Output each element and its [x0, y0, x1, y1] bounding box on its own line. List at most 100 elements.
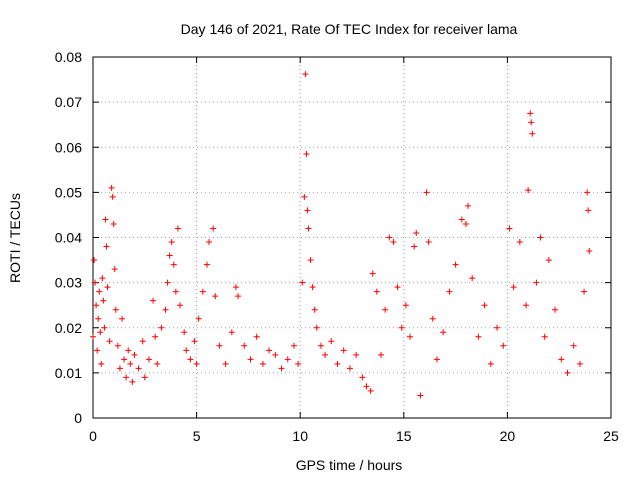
data-point [228, 329, 235, 336]
data-point [367, 387, 374, 394]
data-point [446, 288, 453, 295]
data-points [90, 71, 593, 399]
data-point [402, 302, 409, 309]
data-point [193, 360, 200, 367]
data-point [334, 360, 341, 367]
data-point [523, 302, 530, 309]
data-point [378, 351, 385, 358]
data-point [191, 338, 198, 345]
data-point [158, 324, 165, 331]
x-tick-label: 0 [89, 428, 97, 444]
data-point [100, 297, 107, 304]
data-point [541, 333, 548, 340]
data-point [295, 360, 302, 367]
data-point [154, 360, 161, 367]
data-point [94, 347, 101, 354]
data-point [390, 239, 397, 246]
data-point [307, 257, 314, 264]
data-point [253, 333, 260, 340]
data-point [104, 284, 111, 291]
data-point [510, 284, 517, 291]
data-point [125, 347, 132, 354]
data-point [101, 324, 108, 331]
x-tick-label: 10 [292, 428, 308, 444]
data-point [206, 239, 213, 246]
data-point [585, 207, 592, 214]
data-point [170, 261, 177, 268]
data-point [187, 356, 194, 363]
data-point [537, 234, 544, 241]
data-point [90, 333, 96, 340]
data-point [99, 275, 106, 282]
data-point [112, 306, 119, 313]
data-point [96, 288, 103, 295]
x-axis-label: GPS time / hours [296, 457, 403, 473]
data-point [425, 239, 432, 246]
data-point [545, 257, 552, 264]
data-point [212, 293, 219, 300]
data-point [373, 288, 380, 295]
data-point [91, 257, 98, 264]
data-point [340, 347, 347, 354]
data-point [469, 275, 476, 282]
data-point [386, 234, 393, 241]
data-point [528, 119, 535, 126]
data-point [516, 239, 523, 246]
data-point [533, 279, 540, 286]
data-point [203, 261, 210, 268]
y-tick-label: 0.04 [55, 230, 82, 246]
data-point [284, 356, 291, 363]
y-tick-label: 0.07 [55, 94, 82, 110]
y-tick-label: 0.03 [55, 275, 82, 291]
data-point [558, 356, 565, 363]
data-point [423, 189, 430, 196]
y-tick-label: 0.08 [55, 49, 82, 65]
data-point [494, 324, 501, 331]
axis-ticks [92, 56, 612, 419]
data-point [95, 315, 102, 322]
x-tick-label: 25 [603, 428, 619, 444]
data-point [304, 207, 311, 214]
data-point [299, 279, 306, 286]
data-point [216, 342, 223, 349]
data-point [222, 360, 229, 367]
data-point [487, 360, 494, 367]
data-point [247, 356, 254, 363]
data-point [93, 302, 100, 309]
data-point [570, 342, 577, 349]
data-point [199, 288, 206, 295]
data-point [363, 383, 370, 390]
data-point [452, 261, 459, 268]
data-point [121, 356, 128, 363]
data-point [440, 329, 447, 336]
data-point [116, 365, 123, 372]
data-point [398, 324, 405, 331]
data-point [102, 216, 109, 223]
data-point [141, 374, 148, 381]
data-point [114, 342, 121, 349]
data-point [353, 351, 360, 358]
data-point [266, 347, 273, 354]
data-point [168, 239, 175, 246]
data-point [110, 220, 117, 227]
x-tick-labels: 0 5 10 15 20 25 [89, 428, 619, 444]
data-point [111, 266, 118, 273]
data-point [346, 365, 353, 372]
data-point [394, 284, 401, 291]
data-point [139, 338, 146, 345]
data-point [359, 374, 366, 381]
data-point [172, 288, 179, 295]
data-point [177, 302, 184, 309]
chart-title: Day 146 of 2021, Rate Of TEC Index for r… [181, 21, 518, 37]
data-point [162, 306, 169, 313]
data-point [552, 306, 559, 313]
data-point [278, 365, 285, 372]
data-point [500, 342, 507, 349]
data-point [135, 365, 142, 372]
data-point [317, 342, 324, 349]
data-point [290, 342, 297, 349]
data-point [458, 216, 465, 223]
data-point [309, 284, 316, 291]
data-point [584, 189, 591, 196]
x-tick-label: 15 [396, 428, 412, 444]
